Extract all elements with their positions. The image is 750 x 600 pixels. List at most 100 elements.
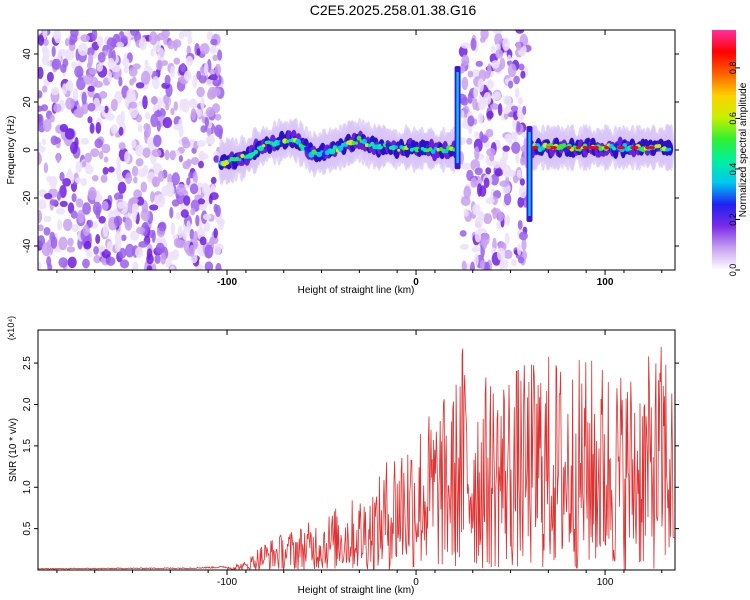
noise-speckle	[483, 177, 490, 189]
noise-speckle	[102, 223, 109, 238]
noise-speckle	[129, 30, 140, 37]
noise-speckle	[136, 226, 145, 235]
noise-speckle	[156, 60, 163, 71]
noise-speckle	[103, 156, 109, 163]
snr-panel: -100 0 100 0.5 1.0 1.5 2.0 2.5 Height of straig…	[6, 316, 679, 596]
noise-speckle	[478, 94, 483, 108]
noise-speckle	[189, 183, 199, 195]
noise-speckle	[517, 243, 522, 256]
noise-speckle	[217, 49, 223, 61]
noise-speckle	[179, 98, 190, 106]
noise-speckle	[81, 137, 89, 145]
signal-peak	[633, 146, 639, 150]
noise-speckle	[164, 149, 170, 161]
noise-speckle	[214, 124, 224, 138]
signal-peak	[552, 146, 557, 150]
noise-speckle	[41, 85, 48, 93]
noise-speckle	[173, 57, 181, 65]
noise-speckle	[58, 236, 68, 251]
noise-speckle	[195, 214, 200, 227]
noise-speckle	[198, 203, 206, 211]
noise-speckle	[146, 123, 151, 138]
noise-speckle	[86, 62, 92, 69]
noise-speckle	[87, 85, 95, 92]
noise-speckle	[503, 95, 512, 105]
noise-speckle	[125, 172, 133, 184]
noise-speckle	[517, 220, 523, 230]
noise-speckle	[213, 155, 220, 163]
noise-speckle	[106, 241, 113, 252]
noise-speckle	[460, 97, 469, 106]
noise-speckle	[517, 196, 524, 208]
noise-speckle	[121, 234, 127, 242]
noise-speckle	[96, 63, 103, 72]
noise-speckle	[504, 232, 510, 245]
noise-speckle	[214, 63, 221, 76]
spectrogram-xlabel: Height of straight line (km)	[298, 285, 415, 296]
signal-ridge-core	[295, 138, 301, 145]
noise-speckle	[107, 57, 115, 70]
noise-speckle	[193, 230, 198, 241]
snr-xlabel: Height of straight line (km)	[298, 585, 415, 596]
signal-ridge-2-core	[668, 147, 672, 151]
noise-speckle	[38, 209, 43, 224]
noise-speckle	[511, 141, 521, 154]
noise-speckle	[38, 152, 42, 166]
noise-speckle	[117, 181, 127, 194]
noise-speckle	[481, 238, 488, 250]
noise-speckle	[170, 265, 175, 270]
noise-speckle	[123, 65, 129, 74]
noise-speckle	[51, 58, 62, 70]
noise-speckle	[169, 206, 174, 219]
noise-speckle	[38, 224, 44, 232]
noise-speckle	[72, 88, 79, 102]
spectrogram-ytick-label: 0	[22, 147, 33, 153]
colorbar-ticks: 0.0 0.2 0.4 0.6 0.8	[728, 62, 740, 276]
noise-speckle	[56, 152, 61, 164]
noise-speckle	[150, 96, 159, 105]
noise-speckle	[183, 195, 191, 206]
noise-speckle	[116, 174, 123, 182]
noise-speckle	[54, 137, 61, 144]
noise-speckle	[207, 134, 215, 145]
noise-speckle	[215, 262, 222, 270]
noise-speckle	[67, 256, 77, 268]
noise-speckle	[497, 103, 503, 116]
noise-speckle	[513, 75, 520, 85]
snr-axes: -100 0 100 0.5 1.0 1.5 2.0 2.5	[22, 330, 679, 588]
noise-speckle	[76, 77, 86, 91]
noise-speckle	[483, 213, 493, 225]
noise-speckle	[189, 244, 195, 257]
noise-speckle	[120, 110, 126, 124]
signal-ridge-core	[385, 142, 391, 148]
noise-speckle	[212, 54, 218, 62]
noise-speckle	[67, 202, 75, 214]
colorbar-tick-label: 0.4	[728, 163, 738, 176]
snr-ylabel: SNR (10 * v/v)	[8, 418, 19, 482]
signal-ridge-core	[361, 138, 367, 145]
noise-speckle	[480, 259, 485, 270]
noise-speckle	[213, 203, 218, 213]
colorbar-tick-label: 0.6	[728, 112, 738, 125]
noise-speckle	[472, 203, 481, 216]
spectrogram-xtick-label: -100	[217, 277, 237, 288]
noise-speckle	[189, 99, 198, 109]
signal-peak	[546, 146, 551, 150]
noise-speckle	[106, 37, 116, 51]
noise-speckle	[170, 65, 175, 78]
noise-speckle	[519, 178, 526, 186]
noise-speckle	[520, 70, 526, 79]
noise-speckle	[97, 244, 106, 252]
noise-speckle	[144, 111, 151, 120]
signal-ridge-core	[329, 148, 336, 155]
signal-ridge-core	[418, 148, 422, 152]
noise-speckle	[149, 31, 158, 45]
noise-speckle	[518, 63, 525, 71]
noise-speckle	[71, 193, 77, 203]
noise-speckle	[519, 156, 527, 166]
noise-speckle	[65, 81, 72, 92]
noise-speckle	[38, 261, 42, 270]
noise-speckle	[510, 105, 518, 112]
spectrogram-plot-area	[38, 30, 675, 270]
noise-speckle	[71, 223, 79, 233]
